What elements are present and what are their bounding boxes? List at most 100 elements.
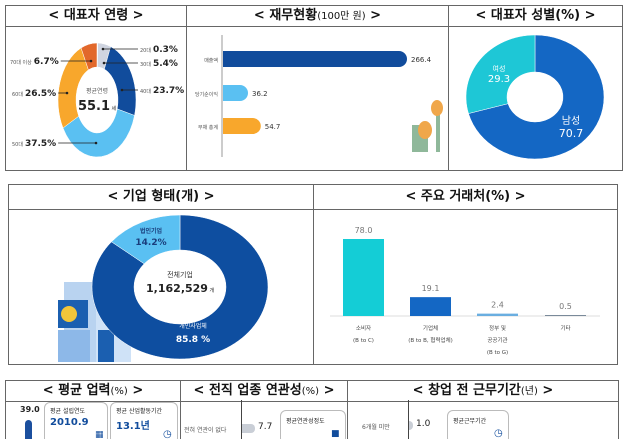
bar-category: (B to G) xyxy=(487,350,508,356)
age-category: 30대 xyxy=(140,61,151,68)
card-label: 평균근무기간 xyxy=(453,418,487,425)
bar-value: 19.1 xyxy=(422,284,440,293)
career-bar-label: 6개월 미만 xyxy=(362,424,390,431)
age-value: 37.5% xyxy=(25,139,56,149)
center-value: 55.1 xyxy=(78,99,110,114)
card-founding-year: 평균 설립연도 2010.9 ▦ xyxy=(44,402,108,439)
card-label: 평균 설립연도 xyxy=(50,408,86,415)
bar-category: 소비자 xyxy=(356,324,371,332)
center-label: 평균연령 xyxy=(86,87,108,95)
leader-dot xyxy=(120,88,124,92)
bar-base xyxy=(223,118,231,134)
relation-bar-label: 전혀 연관이 없다 xyxy=(184,427,227,434)
bar-category: 기업체 xyxy=(423,324,438,332)
title-close: > xyxy=(127,383,144,398)
bar-category: (B to C) xyxy=(353,338,374,344)
briefcase-icon: ■ xyxy=(331,429,340,439)
panel-customer: < 주요 거래처(%) > xyxy=(313,184,618,365)
title-close: > xyxy=(319,383,335,398)
bar-category: 부채 총계 xyxy=(198,124,218,131)
title-close: > xyxy=(537,383,554,398)
center-unit: 개 xyxy=(209,287,214,294)
card-value: 2010.9 xyxy=(50,417,89,428)
bar-category: (B to B, 협력업체) xyxy=(408,336,453,344)
type-category: 개인사업체 xyxy=(179,322,207,330)
bar xyxy=(223,51,407,67)
title-text: < 창업 전 근무기간 xyxy=(412,383,521,398)
bar xyxy=(545,315,586,316)
gender-category: 여성 xyxy=(493,64,506,73)
gender-category: 남성 xyxy=(562,115,580,127)
bar-category: 공공기관 xyxy=(487,336,507,344)
card-relation-degree: 평균연관성정도 ■ xyxy=(280,410,346,439)
thermometer-icon xyxy=(25,420,32,439)
title-unit: (년) xyxy=(520,386,538,397)
slice-50대 xyxy=(62,108,135,158)
age-category: 70대 이상 xyxy=(10,59,32,66)
center-value: 1,162,529 xyxy=(146,282,208,295)
title-unit: (%) xyxy=(110,386,128,397)
title-close: > xyxy=(365,8,382,23)
panel-title: < 평균 업력(%) > xyxy=(6,381,180,402)
bar-value: 266.4 xyxy=(411,56,432,64)
bar-category: 정부 및 xyxy=(489,325,506,332)
title-unit: (100만 원) xyxy=(317,11,366,22)
bar-category: 매출액 xyxy=(204,57,218,64)
panel-title: < 재무현황(100만 원) > xyxy=(187,6,448,27)
clock-icon: ◷ xyxy=(494,428,503,439)
slice-개인사업체 xyxy=(91,214,269,360)
panel-title: < 대표자 연령 > xyxy=(6,6,186,27)
bar-value: 54.7 xyxy=(265,123,281,131)
panel-career: < 창업 전 근무기간(년) > xyxy=(347,380,619,439)
bar-category: 당기순이익 xyxy=(195,91,218,98)
age-value: 23.7% xyxy=(153,86,184,96)
title-text: < 전직 업종 연관성 xyxy=(193,383,302,398)
slice-60대 xyxy=(57,47,89,129)
leader-dot xyxy=(89,59,93,63)
panel-title: < 주요 거래처(%) > xyxy=(314,185,617,210)
bar-value: 2.4 xyxy=(491,301,504,310)
age-category: 40대 xyxy=(140,88,151,95)
years-side-value: 39.0 xyxy=(20,405,40,414)
panel-years: < 평균 업력(%) > xyxy=(5,380,181,439)
coins-illustration xyxy=(412,100,443,152)
leader-dot xyxy=(101,47,105,51)
bar xyxy=(223,118,261,134)
age-value: 26.5% xyxy=(25,89,56,99)
card-label: 평균 산업활동기간 xyxy=(116,408,163,415)
type-value: 85.8 % xyxy=(176,335,210,345)
relation-bar-value: 7.7 xyxy=(258,422,273,432)
gender-value: 29.3 xyxy=(488,74,510,85)
relation-bar xyxy=(242,424,255,433)
title-text: < 재무현황 xyxy=(253,8,318,23)
slice-여성 xyxy=(465,34,536,114)
axis-line xyxy=(241,400,242,439)
bar-category: 기타 xyxy=(560,324,570,332)
clock-icon: ◷ xyxy=(163,429,172,439)
slice-남성 xyxy=(468,34,605,160)
bar xyxy=(343,239,384,316)
age-value: 6.7% xyxy=(34,57,59,67)
card-activity-period: 평균 산업활동기간 13.1년 ◷ xyxy=(110,402,178,439)
axis-line xyxy=(408,400,409,439)
title-unit: (%) xyxy=(301,386,320,397)
bar-base xyxy=(223,85,231,101)
leader-dot xyxy=(94,141,98,145)
panel-title: < 창업 전 근무기간(년) > xyxy=(348,381,618,402)
calendar-icon: ▦ xyxy=(95,430,104,439)
slice-70대이상 xyxy=(80,42,98,71)
panel-title: < 기업 형태(개) > xyxy=(9,185,313,210)
age-value: 5.4% xyxy=(153,59,178,69)
title-text: < 평균 업력 xyxy=(42,383,111,398)
center-label: 전체기업 xyxy=(167,270,193,279)
card-work-period: 평균근무기간 ◷ xyxy=(447,410,509,439)
age-category: 20대 xyxy=(140,47,151,54)
bar-value: 36.2 xyxy=(252,90,268,98)
center-unit: 세 xyxy=(112,105,117,112)
leader-dot xyxy=(65,91,69,95)
type-value: 14.2% xyxy=(135,238,166,248)
bar-value: 0.5 xyxy=(559,302,572,311)
bar xyxy=(477,313,518,316)
